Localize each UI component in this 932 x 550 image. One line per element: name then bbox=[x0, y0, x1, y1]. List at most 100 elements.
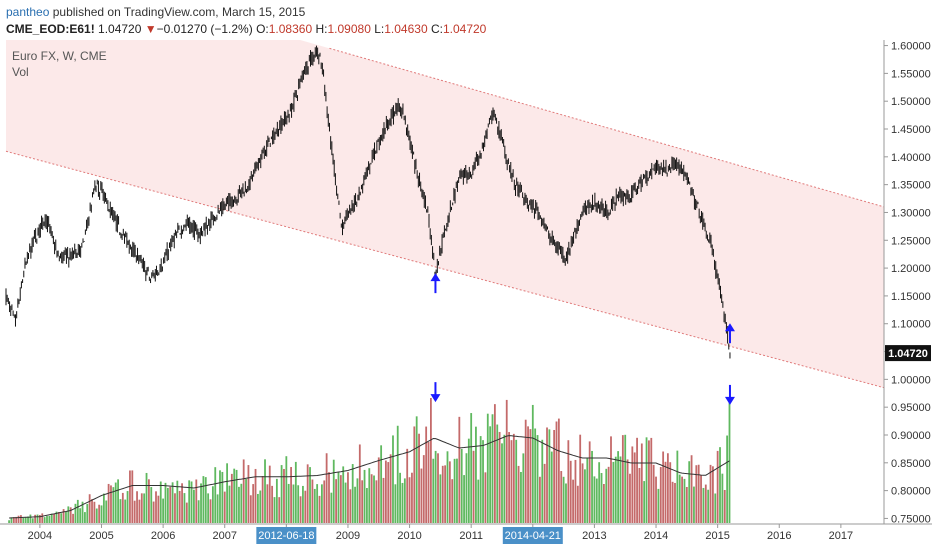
volume-bar bbox=[335, 479, 338, 523]
volume-bar bbox=[716, 450, 719, 523]
volume-bar bbox=[493, 404, 496, 523]
volume-bar bbox=[297, 485, 300, 523]
date-label-box bbox=[256, 527, 317, 544]
volume-bar bbox=[155, 491, 157, 523]
volume-bar bbox=[697, 464, 700, 523]
volume-bar bbox=[207, 493, 210, 523]
volume-bar bbox=[102, 493, 105, 523]
volume-bar bbox=[351, 464, 354, 523]
volume-bar bbox=[498, 431, 501, 523]
volume-bar bbox=[287, 483, 290, 523]
volume-bar bbox=[617, 451, 620, 523]
volume-bar bbox=[463, 475, 465, 523]
volume-bar bbox=[174, 493, 176, 523]
author-link[interactable]: pantheo bbox=[6, 5, 50, 19]
volume-bar bbox=[69, 507, 72, 523]
volume-bar bbox=[133, 500, 136, 523]
volume-bar bbox=[384, 460, 387, 523]
chart-header: pantheo published on TradingView.com, Ma… bbox=[0, 0, 932, 40]
volume-bar bbox=[162, 498, 165, 523]
volume-bar bbox=[607, 466, 610, 523]
date-label-text: 2012-06-18 bbox=[258, 530, 314, 542]
volume-bar bbox=[354, 486, 356, 523]
volume-bar bbox=[638, 468, 641, 523]
volume-bar bbox=[235, 469, 238, 523]
volume-bar bbox=[629, 473, 631, 523]
volume-bar bbox=[178, 490, 181, 523]
volume-bar bbox=[678, 474, 681, 523]
volume-bar bbox=[681, 476, 683, 523]
volume-bar bbox=[323, 480, 326, 523]
volume-bar bbox=[275, 478, 278, 523]
y-tick-label: 1.15000 bbox=[891, 291, 931, 303]
arrow-head bbox=[724, 323, 735, 332]
y-tick-label: 1.45000 bbox=[891, 124, 931, 136]
volume-bar bbox=[437, 453, 439, 523]
volume-bar bbox=[683, 478, 686, 523]
channel-upper-line bbox=[329, 47, 885, 208]
close-label: C: bbox=[430, 22, 443, 36]
volume-bar bbox=[79, 508, 82, 523]
volume-bar bbox=[508, 432, 511, 523]
volume-bar bbox=[479, 436, 482, 523]
volume-bar bbox=[448, 461, 451, 523]
volume-bar bbox=[392, 435, 394, 523]
volume-layer bbox=[8, 398, 731, 523]
volume-bar bbox=[460, 448, 463, 523]
volume-bar bbox=[12, 517, 15, 523]
volume-bar bbox=[290, 467, 292, 523]
volume-bar bbox=[470, 413, 473, 523]
volume-bar bbox=[415, 416, 418, 523]
symbol-name[interactable]: CME_EOD:E61! bbox=[6, 22, 95, 36]
volume-bar bbox=[515, 439, 518, 523]
volume-bar bbox=[140, 493, 143, 523]
volume-bar bbox=[534, 428, 537, 523]
volume-bar bbox=[595, 478, 598, 523]
volume-bar bbox=[636, 437, 638, 523]
volume-bar bbox=[579, 434, 582, 523]
volume-bar bbox=[723, 489, 726, 523]
volume-bar bbox=[257, 493, 259, 523]
volume-bar bbox=[550, 451, 553, 523]
legend-vol[interactable]: Vol bbox=[12, 65, 29, 79]
volume-bar bbox=[114, 482, 117, 523]
volume-bar bbox=[320, 484, 323, 523]
volume-bar bbox=[406, 448, 409, 523]
volume-bar bbox=[10, 517, 13, 523]
volume-bar bbox=[396, 425, 399, 523]
volume-bar bbox=[200, 483, 202, 523]
volume-bar bbox=[183, 493, 186, 523]
x-tick-label: 2015 bbox=[705, 530, 729, 542]
volume-bar bbox=[411, 472, 413, 523]
x-axis[interactable]: 2004 2005 2006 2007 2009 2010 2011 2013 2014 2015… bbox=[28, 524, 853, 542]
volume-bar bbox=[626, 459, 629, 523]
volume-bar bbox=[475, 426, 477, 523]
volume-bar bbox=[29, 514, 32, 523]
volume-bar bbox=[313, 488, 316, 523]
y-tick-label: 1.60000 bbox=[891, 41, 931, 53]
last-price-label: 1.04720 bbox=[888, 348, 928, 360]
volume-bar bbox=[567, 440, 570, 523]
volume-bar bbox=[662, 451, 665, 523]
volume-bar bbox=[425, 426, 428, 523]
volume-bar bbox=[181, 483, 183, 523]
volume-bar bbox=[22, 517, 25, 523]
volume-bar bbox=[46, 516, 48, 523]
volume-bar bbox=[230, 473, 233, 523]
volume-bar bbox=[728, 401, 731, 523]
volume-bar bbox=[264, 459, 266, 523]
volume-bar bbox=[202, 476, 205, 523]
volume-bar bbox=[510, 440, 513, 523]
price-chart[interactable]: 1.60000 1.55000 1.50000 1.45000 1.40000 1.350… bbox=[0, 40, 932, 550]
volume-bar bbox=[294, 461, 297, 523]
down-arrow-icon: ▼ bbox=[144, 22, 157, 36]
volume-bar bbox=[541, 439, 544, 523]
y-tick-label: 1.30000 bbox=[891, 207, 931, 219]
volume-bar bbox=[349, 489, 352, 523]
volume-bar bbox=[453, 458, 456, 523]
volume-bar bbox=[501, 443, 503, 523]
volume-bar bbox=[569, 460, 572, 523]
legend-title[interactable]: Euro FX, W, CME bbox=[12, 49, 107, 63]
volume-bar bbox=[316, 484, 319, 523]
volume-bar bbox=[403, 478, 406, 523]
